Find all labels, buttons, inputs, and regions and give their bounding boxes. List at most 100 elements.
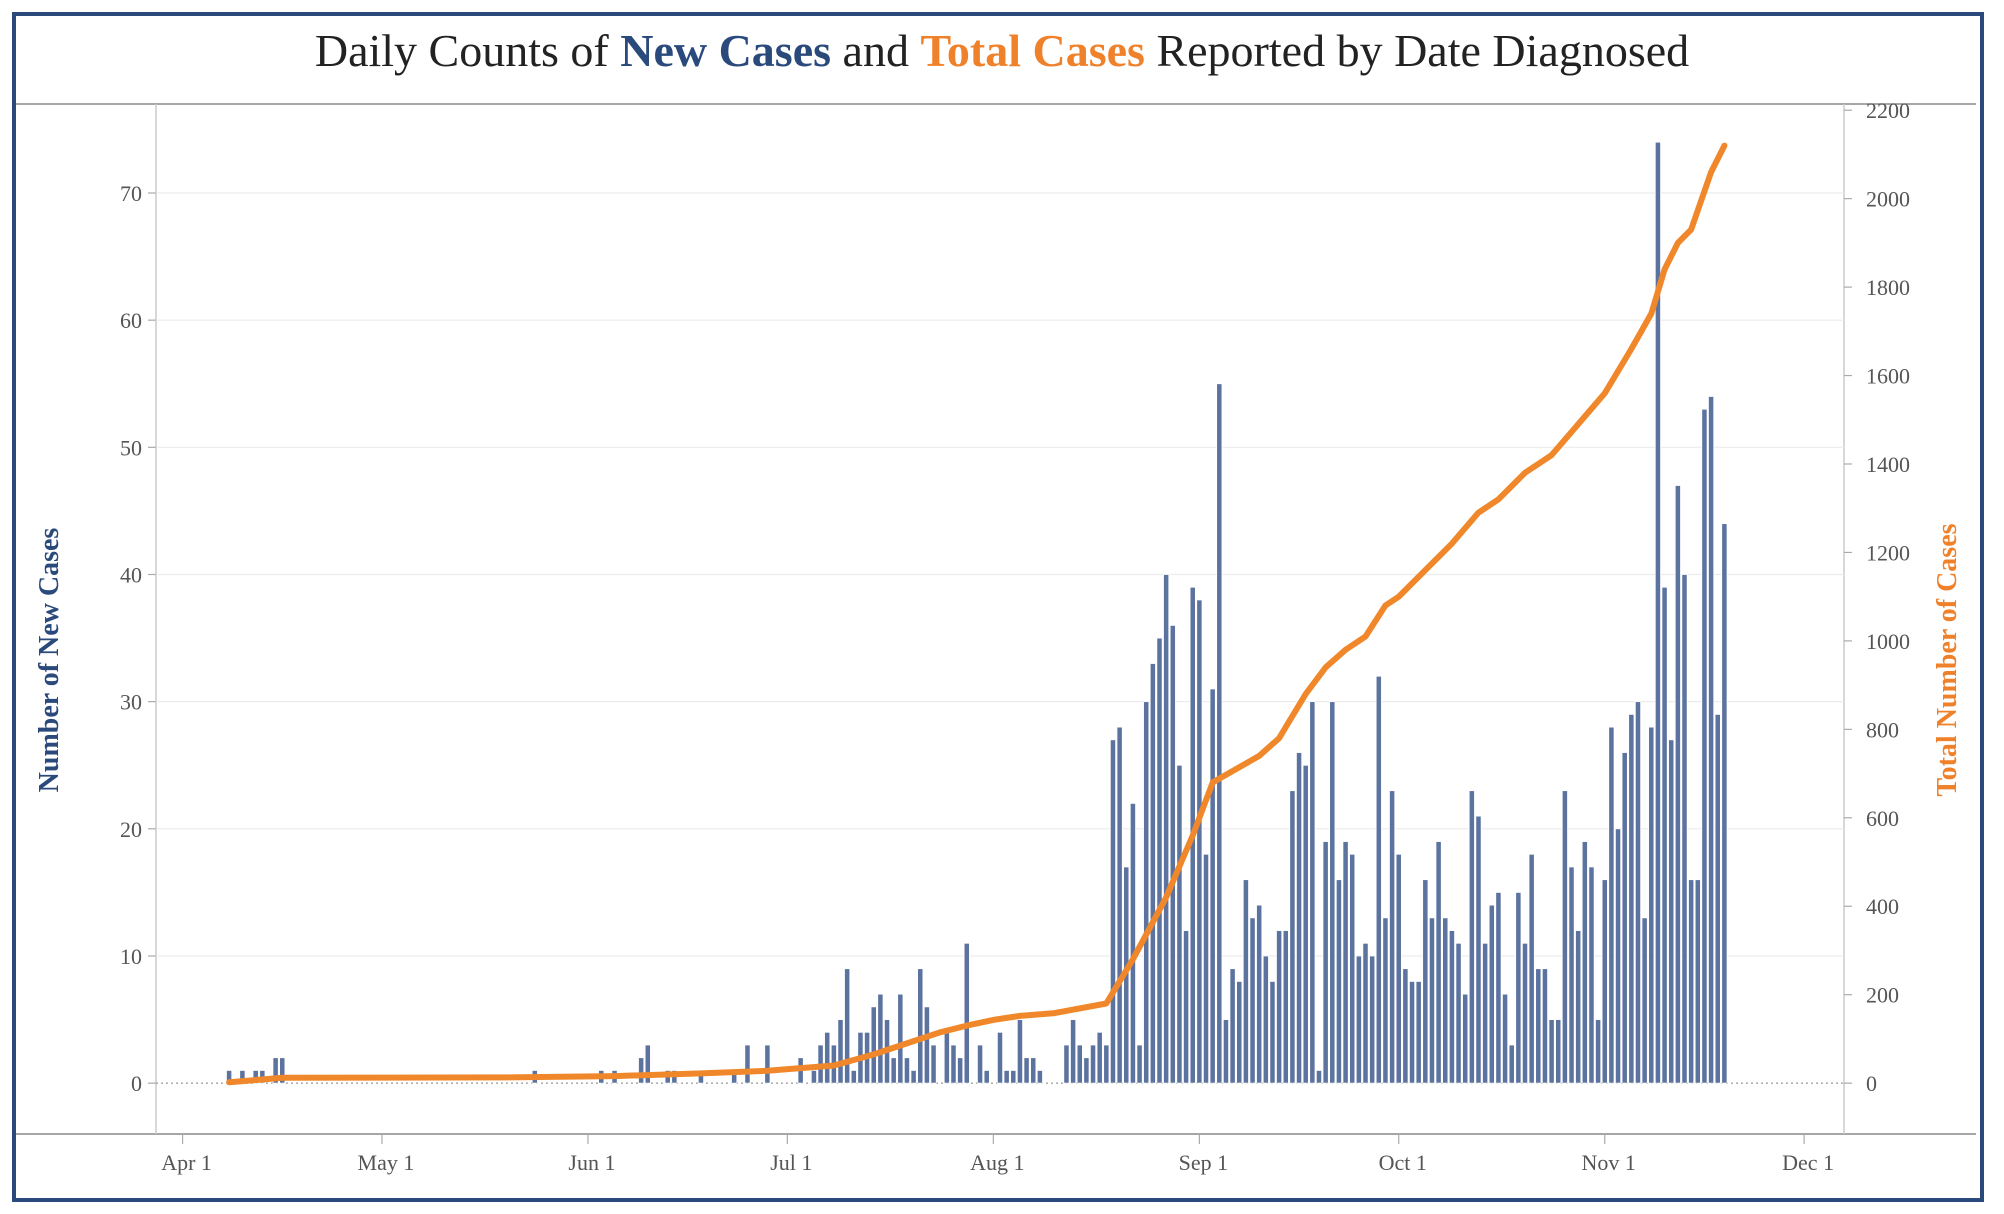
- chart-title: Daily Counts of New Cases and Total Case…: [0, 24, 2004, 77]
- x-tick-label: Jun 1: [568, 1150, 615, 1175]
- right-tick-label: 1200: [1866, 540, 1910, 565]
- bar: [1614, 828, 1622, 1084]
- bar: [890, 1057, 897, 1084]
- bar: [1315, 1070, 1323, 1084]
- bar: [252, 1070, 259, 1084]
- bar: [1502, 993, 1509, 1084]
- bar: [1535, 968, 1542, 1084]
- bar: [1422, 879, 1429, 1084]
- bar: [1395, 853, 1402, 1084]
- bar: [1149, 663, 1156, 1084]
- bar: [1442, 917, 1449, 1084]
- bar: [963, 942, 970, 1084]
- bar: [1089, 1044, 1097, 1084]
- right-axis-title: Total Number of Cases: [1932, 523, 1963, 796]
- bar: [1482, 942, 1489, 1084]
- bar: [877, 993, 884, 1084]
- bar: [1515, 892, 1522, 1084]
- title-new-cases: New Cases: [620, 25, 832, 76]
- x-tick-label: Apr 1: [161, 1150, 212, 1175]
- bar: [1276, 930, 1283, 1084]
- bar: [1608, 726, 1615, 1084]
- bar: [1282, 930, 1289, 1084]
- bar: [1289, 790, 1296, 1084]
- bar: [1063, 1044, 1070, 1084]
- bar: [917, 968, 924, 1084]
- left-tick-label: 0: [131, 1071, 142, 1096]
- bar: [1349, 853, 1356, 1084]
- x-tick-label: Jul 1: [770, 1150, 812, 1175]
- bar: [279, 1057, 286, 1084]
- right-axis-ticks: 0 200 400 600 800 1000 1200 1400 1600 1800 2000 220…: [1844, 98, 1910, 1096]
- bar: [1648, 726, 1655, 1084]
- bar: [1216, 383, 1223, 1084]
- bar: [1076, 1044, 1083, 1084]
- x-tick-label: Aug 1: [970, 1150, 1024, 1175]
- bar: [1329, 701, 1336, 1084]
- bar: [1721, 523, 1728, 1084]
- bar: [1528, 853, 1535, 1084]
- bar: [1242, 879, 1249, 1084]
- x-tick-label: Oct 1: [1379, 1150, 1427, 1175]
- bar: [1641, 917, 1648, 1084]
- bar: [950, 1044, 957, 1084]
- bar: [1681, 574, 1688, 1084]
- bar: [1322, 841, 1329, 1084]
- bar: [957, 1057, 964, 1084]
- right-tick-label: 1600: [1866, 364, 1910, 389]
- bar: [870, 1006, 877, 1084]
- bar: [1256, 904, 1263, 1084]
- bar: [1495, 892, 1502, 1084]
- bar: [1661, 586, 1668, 1084]
- title-total-cases: Total Cases: [920, 25, 1145, 76]
- bar: [1016, 1019, 1024, 1084]
- bar: [1309, 701, 1316, 1084]
- bar: [1362, 942, 1369, 1084]
- bar: [977, 1044, 984, 1084]
- bar: [1335, 879, 1342, 1084]
- bar: [1143, 701, 1150, 1084]
- title-part-1: Daily Counts of: [314, 25, 621, 76]
- bar: [897, 993, 904, 1084]
- right-tick-label: 1800: [1866, 275, 1910, 300]
- bar: [1601, 879, 1608, 1084]
- bar: [1688, 879, 1695, 1084]
- bar: [1628, 713, 1635, 1084]
- bar: [810, 1070, 817, 1084]
- bar: [1475, 815, 1482, 1084]
- bar: [903, 1057, 911, 1084]
- chart-frame: [12, 12, 1984, 1202]
- left-tick-label: 10: [120, 944, 142, 969]
- title-part-5: Reported by Date Diagnosed: [1144, 25, 1690, 76]
- left-tick-label: 40: [120, 562, 142, 587]
- bar: [1548, 1019, 1555, 1084]
- bar: [1262, 955, 1269, 1084]
- bar: [1575, 930, 1582, 1084]
- x-tick-label: May 1: [358, 1150, 415, 1175]
- right-tick-label: 1400: [1866, 452, 1910, 477]
- bar: [1581, 841, 1588, 1084]
- bar: [1030, 1057, 1037, 1084]
- bar: [1714, 713, 1721, 1084]
- bar: [1468, 790, 1475, 1084]
- bar: [1083, 1057, 1090, 1084]
- right-tick-label: 400: [1866, 894, 1899, 919]
- x-tick-label: Nov 1: [1582, 1150, 1636, 1175]
- bar: [1668, 739, 1675, 1084]
- bar: [1129, 802, 1136, 1084]
- bar: [1435, 841, 1442, 1084]
- right-tick-label: 800: [1866, 717, 1899, 742]
- x-tick-label: Dec 1: [1782, 1150, 1834, 1175]
- right-tick-label: 2000: [1866, 187, 1910, 212]
- bar: [910, 1070, 917, 1084]
- bar: [930, 1044, 937, 1084]
- bar: [1508, 1044, 1515, 1084]
- left-tick-label: 20: [120, 817, 142, 842]
- bar: [638, 1057, 645, 1084]
- bar: [1269, 981, 1276, 1084]
- bar: [1415, 981, 1422, 1084]
- bar: [1654, 141, 1661, 1084]
- bar: [1136, 1044, 1143, 1084]
- bar: [1023, 1057, 1030, 1084]
- bar: [1595, 1019, 1602, 1084]
